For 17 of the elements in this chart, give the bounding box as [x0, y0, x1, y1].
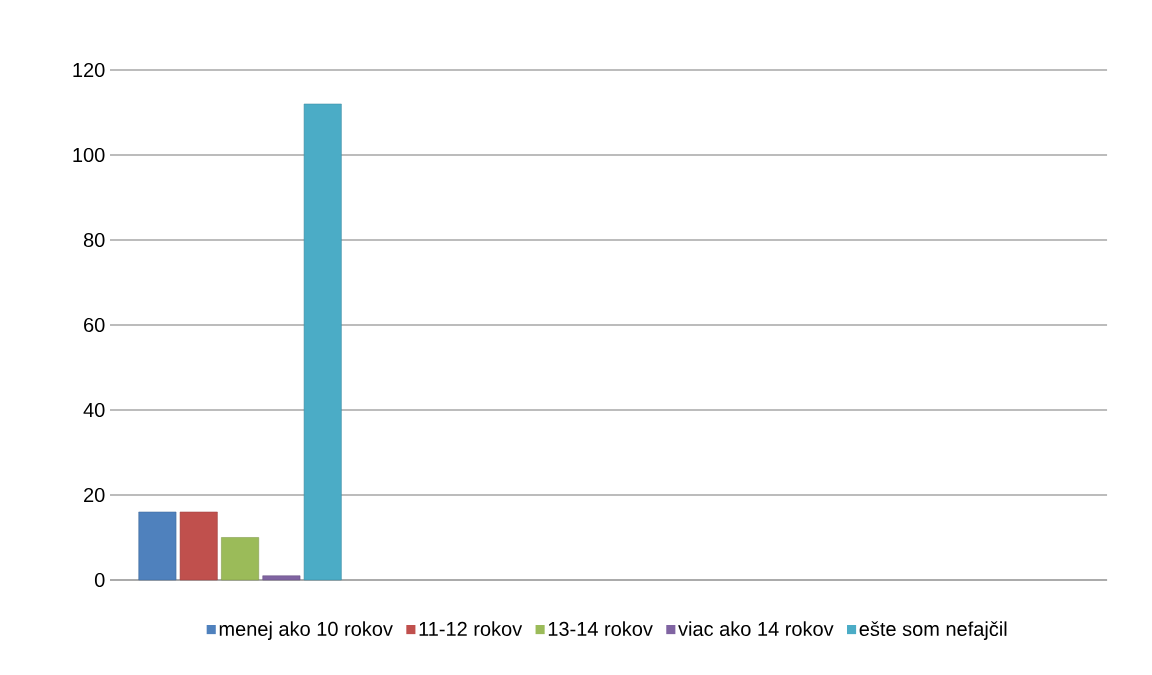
- y-tick-label: 80: [83, 232, 105, 248]
- y-tick-label: 100: [73, 147, 105, 163]
- y-tick-label: 20: [84, 487, 105, 503]
- bar: [303, 103, 342, 581]
- bar: [262, 575, 301, 581]
- legend-label: ešte som nefajčil: [859, 621, 1007, 641]
- legend-label: menej ako 10 rokov: [219, 621, 393, 640]
- legend-label: 11-12 rokov: [419, 621, 523, 637]
- bar: [221, 537, 259, 581]
- legend-label: 13-14 rokov: [548, 621, 653, 637]
- bar: [138, 511, 177, 581]
- y-tick-label: 120: [73, 62, 105, 78]
- bar: [179, 511, 218, 581]
- y-tick-label: 0: [94, 572, 105, 588]
- y-tick-label: 40: [83, 402, 105, 418]
- legend-label: viac ako 14 rokov: [678, 621, 834, 637]
- y-tick-label: 60: [84, 317, 105, 333]
